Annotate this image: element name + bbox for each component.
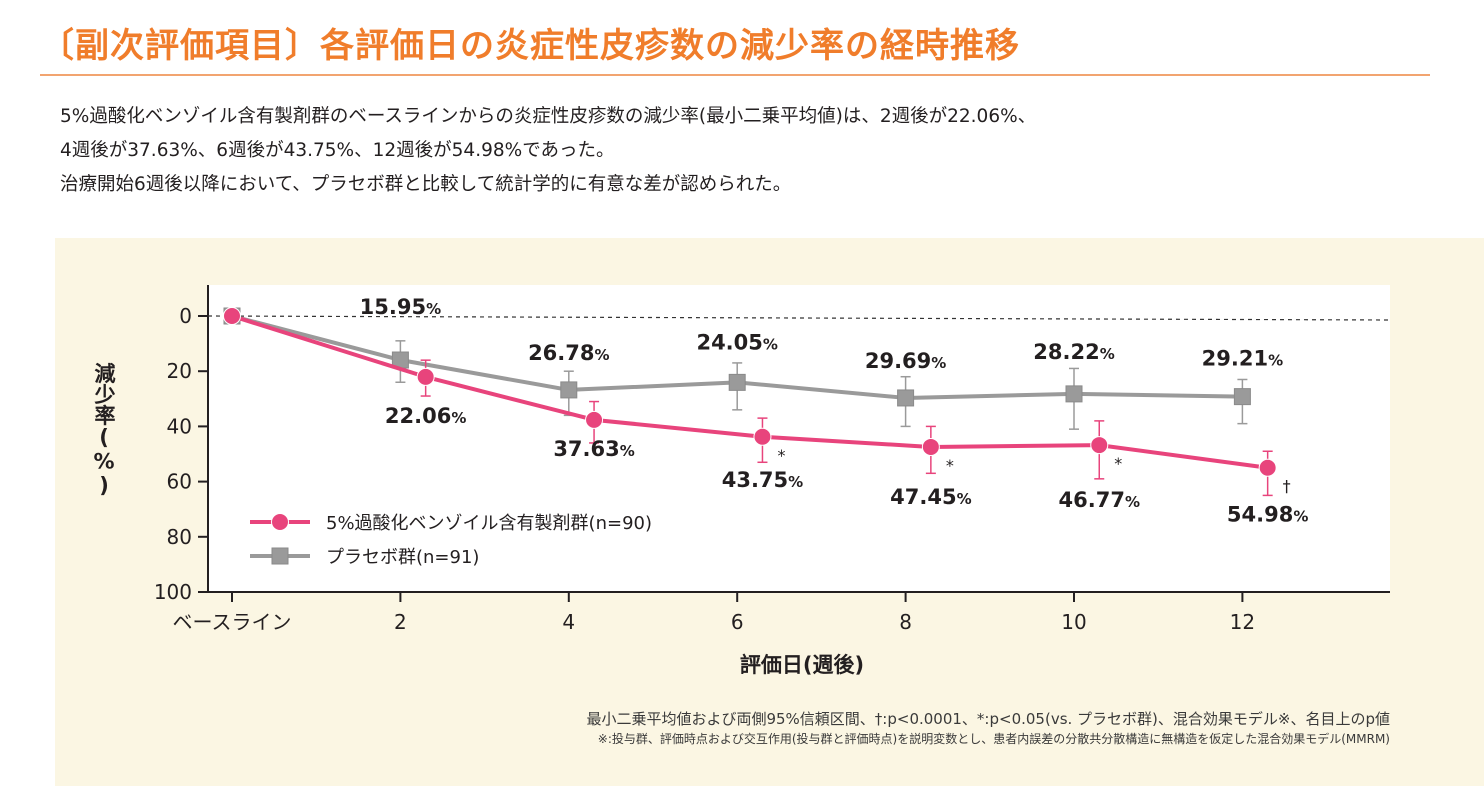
x-tick-label: 2 xyxy=(394,610,407,634)
section-title: 〔副次評価項目〕各評価日の炎症性皮疹数の減少率の経時推移 xyxy=(40,26,1020,66)
title-divider xyxy=(40,74,1430,76)
data-label: 37.63% xyxy=(553,437,634,461)
data-label: 15.95% xyxy=(360,295,441,319)
data-label: 28.22% xyxy=(1033,340,1114,364)
legend-marker-placebo xyxy=(271,547,289,565)
x-tick-label: 4 xyxy=(562,610,575,634)
data-label: 43.75% xyxy=(722,468,803,492)
series-treatment: 22.06% 37.63% 43.75% * 47.45% * 46.77% * 54.98% † xyxy=(223,307,1308,527)
reference-line-zero xyxy=(207,315,1391,321)
footnote-model: ※:投与群、評価時点および交互作用(投与群と評価時点)を説明変数とし、患者内誤差… xyxy=(597,732,1390,746)
footnotes: 最小二乗平均値および両側95%信頼区間、†:p<0.0001、*:p<0.05(… xyxy=(200,708,1390,748)
x-tick-label: 12 xyxy=(1230,610,1255,634)
data-label: 54.98% xyxy=(1227,503,1308,527)
y-tick-label: 100 xyxy=(154,580,192,604)
footnote-statistics: 最小二乗平均値および両側95%信頼区間、†:p<0.0001、*:p<0.05(… xyxy=(586,710,1390,728)
description-line-1: 5%過酸化ベンゾイル含有製剤群のベースラインからの炎症性皮疹数の減少率(最小二乗… xyxy=(60,106,1037,127)
data-point xyxy=(1233,388,1251,406)
legend-label-placebo: プラセボ群(n=91) xyxy=(326,547,479,568)
legend: 5%過酸化ベンゾイル含有製剤群(n=90) プラセボ群(n=91) xyxy=(250,513,652,568)
data-label: 26.78% xyxy=(528,341,609,365)
data-label: 47.45% xyxy=(890,485,971,509)
data-point xyxy=(1090,436,1109,455)
data-point xyxy=(728,373,746,391)
y-tick-label: 20 xyxy=(167,359,192,383)
data-label: 22.06% xyxy=(385,404,466,428)
data-point xyxy=(416,367,435,386)
x-tick-label: 6 xyxy=(731,610,744,634)
data-point xyxy=(753,427,772,446)
significance-mark: * xyxy=(946,456,954,475)
legend-label-treatment: 5%過酸化ベンゾイル含有製剤群(n=90) xyxy=(326,513,652,534)
data-label: 24.05% xyxy=(696,330,777,354)
data-point xyxy=(921,437,940,456)
data-point xyxy=(223,307,241,325)
y-tick-label: 60 xyxy=(167,470,192,494)
data-label: 29.21% xyxy=(1202,347,1283,371)
significance-mark: * xyxy=(1114,454,1122,473)
y-axis-title: 減少率(%) xyxy=(92,362,117,498)
data-point xyxy=(897,389,915,407)
data-point xyxy=(1065,385,1083,403)
y-tick-label: 80 xyxy=(167,525,192,549)
data-point xyxy=(585,410,604,429)
data-label: 46.77% xyxy=(1059,488,1140,512)
x-tick-label: ベースライン xyxy=(173,610,292,634)
description: 5%過酸化ベンゾイル含有製剤群のベースラインからの炎症性皮疹数の減少率(最小二乗… xyxy=(60,100,1450,202)
description-line-3: 治療開始6週後以降において、プラセボ群と比較して統計学的に有意な差が認められた。 xyxy=(60,174,792,195)
x-axis-title: 評価日(週後) xyxy=(740,653,864,677)
description-line-2: 4週後が37.63%、6週後が43.75%、12週後が54.98%であった。 xyxy=(60,140,615,161)
significance-mark: † xyxy=(1283,477,1291,496)
x-tick-label: 10 xyxy=(1061,610,1086,634)
y-tick-label: 0 xyxy=(179,304,192,328)
data-point xyxy=(1258,458,1277,477)
significance-mark: * xyxy=(777,446,785,465)
data-point xyxy=(560,381,578,399)
legend-marker-treatment xyxy=(271,513,289,531)
data-label: 29.69% xyxy=(865,349,946,373)
y-tick-label: 40 xyxy=(167,414,192,438)
x-tick-label: 8 xyxy=(899,610,912,634)
series-placebo: 15.95% 26.78% 24.05% 29.69% 28.22% 29.21% xyxy=(223,295,1283,430)
